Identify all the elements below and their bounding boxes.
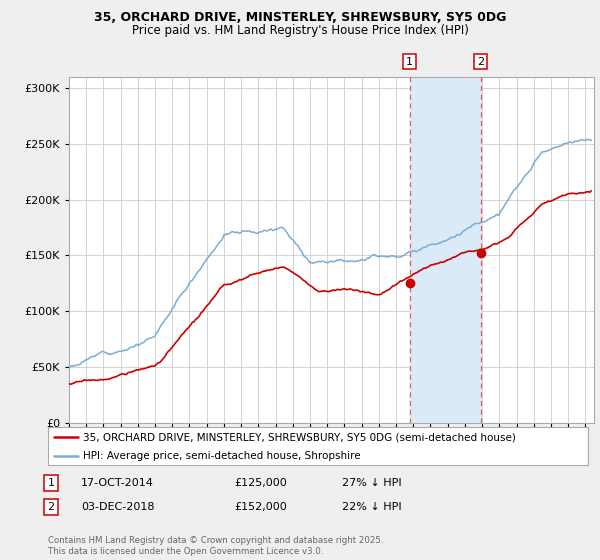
Text: £125,000: £125,000 [234, 478, 287, 488]
Text: 03-DEC-2018: 03-DEC-2018 [81, 502, 155, 512]
Text: 22% ↓ HPI: 22% ↓ HPI [342, 502, 401, 512]
Text: 17-OCT-2014: 17-OCT-2014 [81, 478, 154, 488]
Text: 27% ↓ HPI: 27% ↓ HPI [342, 478, 401, 488]
Text: HPI: Average price, semi-detached house, Shropshire: HPI: Average price, semi-detached house,… [83, 451, 361, 461]
Text: Contains HM Land Registry data © Crown copyright and database right 2025.
This d: Contains HM Land Registry data © Crown c… [48, 536, 383, 556]
Text: £152,000: £152,000 [234, 502, 287, 512]
Text: 2: 2 [477, 57, 484, 67]
Text: 1: 1 [47, 478, 55, 488]
Text: 35, ORCHARD DRIVE, MINSTERLEY, SHREWSBURY, SY5 0DG (semi-detached house): 35, ORCHARD DRIVE, MINSTERLEY, SHREWSBUR… [83, 432, 516, 442]
Text: 35, ORCHARD DRIVE, MINSTERLEY, SHREWSBURY, SY5 0DG: 35, ORCHARD DRIVE, MINSTERLEY, SHREWSBUR… [94, 11, 506, 24]
Text: 1: 1 [406, 57, 413, 67]
Text: Price paid vs. HM Land Registry's House Price Index (HPI): Price paid vs. HM Land Registry's House … [131, 24, 469, 36]
Text: 2: 2 [47, 502, 55, 512]
